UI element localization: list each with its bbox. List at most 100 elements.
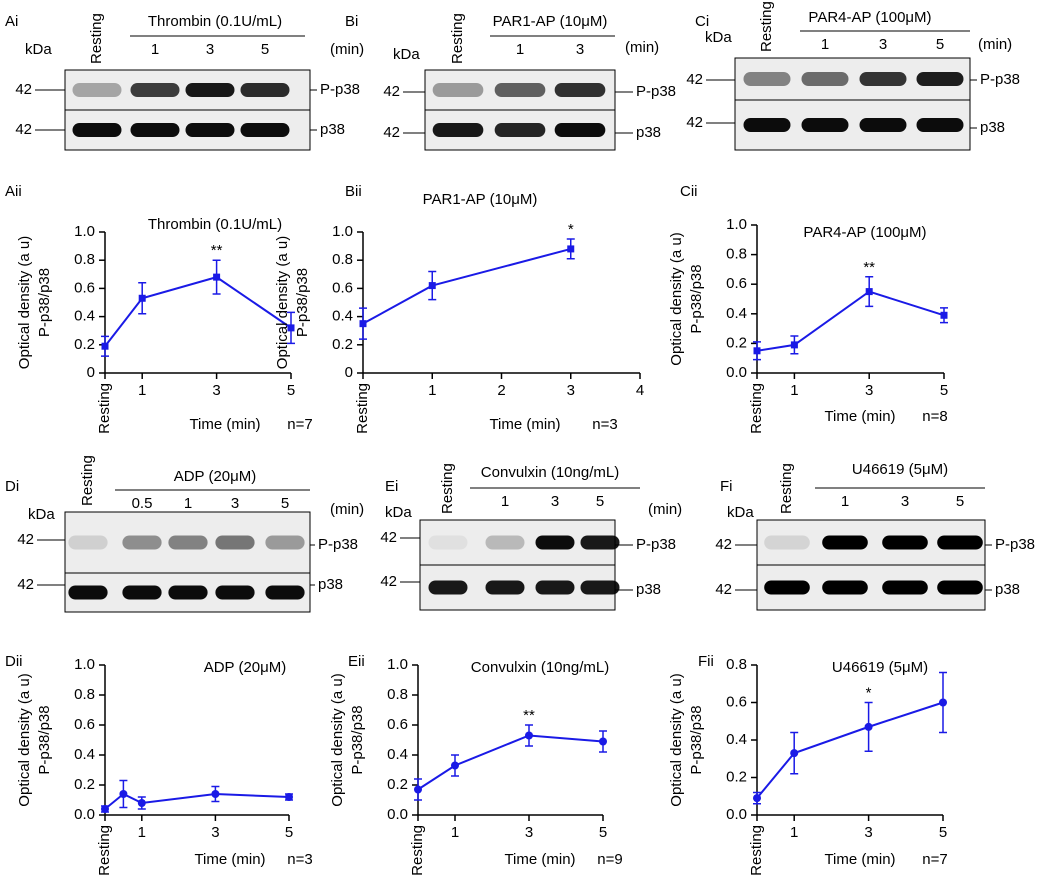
kda-label: kDa [25, 41, 52, 58]
data-point [138, 294, 146, 302]
band [265, 535, 305, 550]
y-tick-label: 0.0 [726, 364, 747, 381]
lane-label: 3 [206, 41, 214, 58]
band-label: P-p38 [318, 536, 358, 553]
band [130, 83, 180, 97]
lane-label: Resting [778, 463, 795, 514]
kda-label: kDa [393, 46, 420, 63]
y-tick-label: 0.4 [74, 308, 95, 325]
data-point [864, 722, 873, 731]
band [859, 118, 907, 132]
kda-marker: 42 [17, 531, 34, 548]
significance: ** [211, 242, 223, 259]
band [882, 535, 928, 550]
y-tick-label: 0.2 [726, 768, 747, 785]
band [743, 118, 791, 132]
y-tick-label: 0.4 [332, 308, 353, 325]
panel-label: Bii [345, 183, 362, 200]
x-tick-label: 5 [287, 382, 295, 399]
band [122, 535, 162, 550]
y-tick-label: 1.0 [387, 656, 408, 673]
lane-label: 5 [956, 493, 964, 510]
kda-marker: 42 [686, 114, 703, 131]
data-line [362, 247, 572, 325]
band [937, 535, 983, 550]
data-line [756, 290, 945, 352]
y-tick-label: 0.4 [387, 746, 408, 763]
band [185, 123, 235, 137]
data-point [599, 737, 607, 746]
panel-label: Ci [695, 13, 709, 30]
significance: ** [523, 707, 535, 724]
lane-label: 3 [231, 495, 239, 512]
chart-title: PAR4-AP (100μM) [803, 224, 926, 241]
band-label: P-p38 [636, 536, 676, 553]
band [168, 585, 208, 600]
y-axis-label: Optical density (a u) [16, 236, 33, 369]
band-label: P-p38 [320, 81, 360, 98]
band [494, 83, 546, 97]
x-tick-label: 1 [790, 824, 798, 841]
band [535, 535, 575, 550]
y-tick-label: 0.6 [387, 716, 408, 733]
band-label: p38 [636, 124, 661, 141]
chart-title: ADP (20μM) [204, 659, 287, 676]
band [122, 585, 162, 600]
band [535, 580, 575, 595]
data-point [525, 731, 533, 740]
time-unit: (min) [625, 39, 659, 56]
panel-label: Dii [5, 653, 23, 670]
data-point [567, 245, 575, 253]
x-tick-label: 4 [636, 382, 644, 399]
y-tick-label: 0.0 [74, 806, 95, 823]
x-tick-label: Resting [96, 383, 113, 434]
treatment-label: Thrombin (0.1U/mL) [148, 13, 282, 30]
x-tick-label: 5 [940, 382, 948, 399]
band [494, 123, 546, 137]
data-point [865, 288, 873, 296]
data-line [104, 276, 292, 347]
y-tick-label: 1.0 [74, 223, 95, 240]
data-point [451, 761, 459, 770]
band [801, 118, 849, 132]
data-point [213, 273, 221, 281]
data-point [359, 320, 367, 328]
kda-label: kDa [727, 504, 754, 521]
band [68, 585, 108, 600]
y-axis-label: P-p38/p38 [349, 705, 366, 774]
y-tick-label: 0.6 [726, 693, 747, 710]
data-point [940, 311, 948, 319]
band [168, 535, 208, 550]
panel-label: Fii [698, 653, 714, 670]
y-axis-label: P-p38/p38 [36, 268, 53, 337]
kda-marker: 42 [17, 576, 34, 593]
y-axis-label: Optical density (a u) [16, 673, 33, 806]
y-tick-label: 0 [345, 364, 353, 381]
y-tick-label: 0.4 [74, 746, 95, 763]
band [432, 83, 484, 97]
lane-label: 1 [501, 493, 509, 510]
band [822, 535, 868, 550]
band-label: p38 [318, 576, 343, 593]
band [485, 535, 525, 550]
x-tick-label: 3 [567, 382, 575, 399]
panel-label: Ei [385, 478, 398, 495]
y-tick-label: 0.8 [74, 686, 95, 703]
panel-label: Eii [348, 653, 365, 670]
band [215, 535, 255, 550]
x-axis-label: Time (min) [189, 416, 260, 433]
data-line [104, 792, 290, 810]
x-tick-label: Resting [748, 825, 765, 876]
y-axis-label: P-p38/p38 [36, 705, 53, 774]
blot-background [64, 511, 311, 574]
band [882, 580, 928, 595]
data-point [285, 793, 293, 801]
kda-marker: 42 [383, 124, 400, 141]
band [240, 123, 290, 137]
band [764, 535, 810, 550]
x-tick-label: 3 [865, 382, 873, 399]
y-axis-label: Optical density (a u) [668, 232, 685, 365]
lane-label: Resting [758, 1, 775, 52]
band [764, 580, 810, 595]
band [859, 72, 907, 86]
